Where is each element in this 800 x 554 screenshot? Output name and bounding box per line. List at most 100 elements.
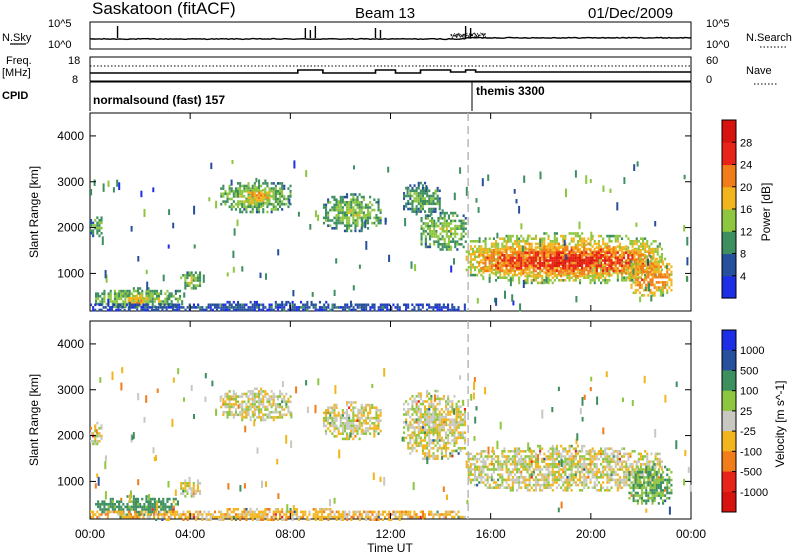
echo-cell <box>360 432 363 435</box>
echo-cell <box>578 254 581 257</box>
echo-cell <box>134 295 137 298</box>
echo-cell <box>484 267 487 270</box>
echo-cell <box>633 240 636 243</box>
echo-cell <box>442 444 445 447</box>
echo-cell <box>445 402 448 406</box>
echo-cell <box>415 405 418 408</box>
echo-cell <box>411 405 414 408</box>
echo-cell <box>422 230 425 233</box>
echo-cell <box>354 224 357 227</box>
echo-cell <box>331 409 334 412</box>
echo-cell <box>192 489 195 493</box>
echo-cell <box>101 508 104 511</box>
echo-cell <box>360 201 363 204</box>
echo-cell <box>407 447 410 450</box>
echo-cell <box>182 492 185 495</box>
echo-cell <box>670 283 673 287</box>
echo-cell <box>164 505 167 509</box>
echo-cell <box>379 429 382 433</box>
echo-cell <box>524 268 527 272</box>
echo-cell <box>664 257 667 261</box>
echo-cell <box>306 308 309 312</box>
echo-cell <box>215 200 218 209</box>
echo-cell <box>436 431 439 434</box>
echo-cell <box>228 410 231 414</box>
echo-cell <box>457 431 460 434</box>
echo-cell <box>439 232 442 236</box>
echo-cell <box>650 267 653 270</box>
echo-cell <box>268 410 271 414</box>
echo-cell <box>591 251 594 254</box>
echo-cell <box>555 232 558 235</box>
echo-cell <box>386 303 389 307</box>
nsky-strip: N.Sky 10^5 10^0 10^5 10^0 N.Search <box>2 18 792 51</box>
echo-cell <box>455 441 458 445</box>
echo-cell <box>642 240 645 243</box>
echo-cell <box>407 423 410 427</box>
echo-cell <box>520 457 523 461</box>
echo-cell <box>128 301 131 311</box>
echo-cell <box>536 261 539 265</box>
echo-cell <box>463 423 466 427</box>
echo-cell <box>124 292 127 295</box>
echo-cell <box>576 248 579 252</box>
echo-cell <box>228 403 231 406</box>
echo-cell <box>222 195 225 198</box>
echo-cell <box>578 243 581 247</box>
echo-cell <box>503 463 506 466</box>
echo-cell <box>426 232 429 236</box>
echo-cell <box>140 294 143 297</box>
echo-cell <box>335 198 338 201</box>
freq-trace <box>90 65 691 74</box>
echo-cell <box>434 210 437 213</box>
echo-cell <box>341 208 344 212</box>
echo-cell <box>478 452 481 456</box>
echo-cell <box>403 439 406 442</box>
echo-cell <box>436 308 439 312</box>
echo-cell <box>616 276 619 279</box>
echo-cell <box>616 202 619 211</box>
echo-cell <box>528 242 531 246</box>
echo-cell <box>386 308 389 312</box>
echo-cell <box>155 292 158 295</box>
echo-cell <box>226 300 229 304</box>
echo-cell <box>266 184 269 188</box>
echo-cell <box>262 397 265 401</box>
echo-cell <box>647 294 650 297</box>
echo-cell <box>511 294 514 302</box>
echo-cell <box>520 460 523 463</box>
echo-cell <box>653 291 656 295</box>
echo-cell <box>451 306 454 309</box>
echo-cell <box>264 191 267 195</box>
echo-cell <box>258 416 261 419</box>
echo-cell <box>478 264 481 267</box>
echo-cell <box>453 306 456 309</box>
echo-cell <box>321 308 324 312</box>
echo-cell <box>381 306 384 309</box>
echo-cell <box>424 214 427 217</box>
echo-cell <box>151 292 154 295</box>
echo-cell <box>178 308 181 312</box>
echo-cell <box>449 421 452 424</box>
echo-cell <box>497 259 500 262</box>
echo-cell <box>433 240 436 243</box>
echo-cell <box>95 503 98 506</box>
echo-cell <box>497 465 500 469</box>
echo-cell <box>182 306 185 309</box>
echo-cell <box>606 281 609 285</box>
echo-cell <box>476 247 479 251</box>
echo-cell <box>234 308 237 312</box>
echo-cell <box>430 202 433 206</box>
echo-cell <box>598 259 601 265</box>
echo-cell <box>371 208 374 212</box>
echo-cell <box>405 205 408 208</box>
echo-cell <box>365 306 368 309</box>
echo-cell <box>570 250 573 253</box>
echo-cell <box>627 254 630 257</box>
echo-cell <box>179 295 182 298</box>
echo-cell <box>145 505 148 509</box>
echo-cell <box>636 273 639 276</box>
echo-cell <box>289 184 292 188</box>
echo-cell <box>234 395 237 398</box>
echo-cell <box>447 214 450 217</box>
